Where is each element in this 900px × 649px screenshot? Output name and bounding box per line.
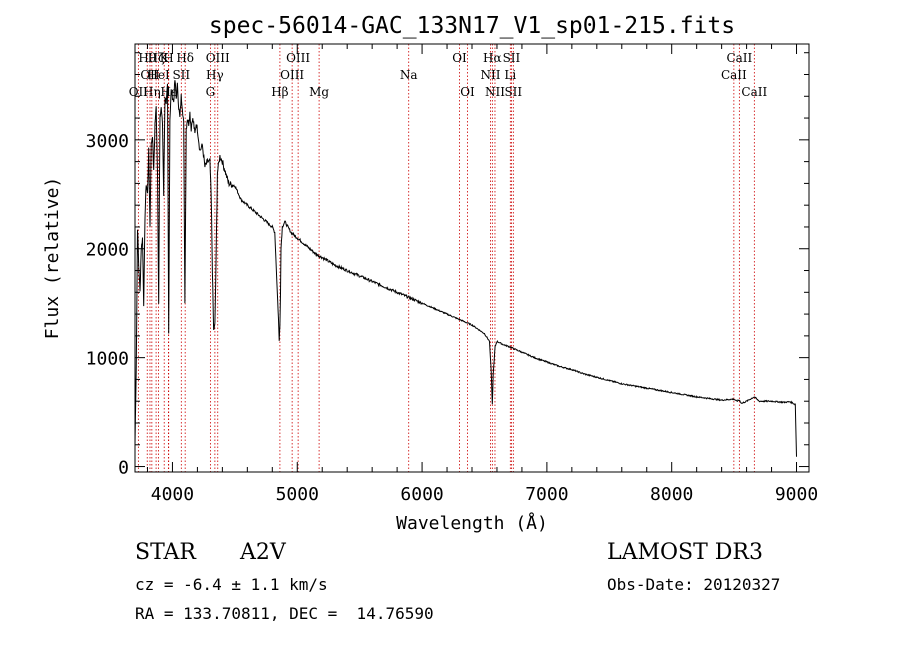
observation-date: Obs-Date: 20120327 [607, 575, 781, 594]
line-label-22: Hα [483, 51, 502, 65]
y-axis-ticks: 0 1000 2000 3000 [86, 52, 809, 479]
coordinates: RA = 133.70811, DEC = 14.76590 [135, 604, 434, 623]
line-label-6: K [160, 51, 170, 65]
spectrum-line [134, 80, 797, 457]
line-label-9: SII [172, 68, 190, 82]
chart-title: spec-56014-GAC_133N17_V1_sp01-215.fits [209, 13, 735, 39]
y-tick-label: 1000 [86, 349, 129, 370]
line-label-28: CaII [726, 51, 752, 65]
line-label-10: Hδ [176, 51, 194, 65]
y-tick-label: 3000 [86, 131, 129, 152]
redshift-value: cz = -6.4 ± 1.1 km/s [135, 575, 328, 594]
line-label-18: Na [400, 68, 418, 82]
x-tick-label: 7000 [525, 484, 568, 505]
spectral-line-labels: OIIHθOIIHηHζHeIKHHεSIIHδGHγOIIIHβOIIIOII… [129, 51, 768, 99]
x-tick-label: 5000 [276, 484, 319, 505]
x-tick-label: 4000 [151, 484, 194, 505]
survey-name: LAMOST DR3 [607, 540, 763, 565]
line-label-26: SII [504, 85, 522, 99]
line-label-12: Hγ [206, 68, 224, 82]
object-class: STAR [135, 540, 196, 565]
line-label-25: SII [503, 51, 521, 65]
x-tick-label: 8000 [650, 484, 693, 505]
line-label-11: G [206, 85, 216, 99]
line-label-17: Mg [309, 85, 329, 99]
line-label-3: Hη [143, 85, 161, 99]
plot-frame [134, 43, 810, 473]
line-label-29: CaII [741, 85, 767, 99]
line-label-7: H [163, 51, 173, 65]
line-label-2: OII [140, 68, 160, 82]
y-tick-label: 2000 [86, 240, 129, 261]
line-label-16: OIII [286, 51, 310, 65]
line-label-1: Hθ [138, 51, 156, 65]
y-tick-label: 0 [118, 458, 129, 479]
line-label-8: Hε [160, 85, 177, 99]
line-label-0: OII [129, 85, 149, 99]
line-label-4: Hζ [148, 51, 165, 65]
line-label-15: OIII [280, 68, 304, 82]
x-axis-ticks: 4000 5000 6000 7000 8000 9000 [146, 44, 818, 505]
line-label-19: OI [452, 51, 467, 65]
line-label-5: HeI [147, 68, 170, 82]
line-label-27: CaII [721, 68, 747, 82]
line-label-14: Hβ [271, 85, 288, 99]
line-label-20: OI [460, 85, 475, 99]
line-label-24: Li [504, 68, 516, 82]
y-axis-label: Flux (relative) [42, 177, 63, 340]
line-label-23: NII [485, 85, 505, 99]
x-tick-label: 6000 [400, 484, 443, 505]
x-axis-label: Wavelength (Å) [396, 512, 548, 534]
x-tick-label: 9000 [775, 484, 818, 505]
line-label-13: OIII [206, 51, 230, 65]
spectral-line-markers [137, 44, 755, 472]
object-subclass: A2V [240, 540, 286, 565]
line-label-21: NII [480, 68, 500, 82]
